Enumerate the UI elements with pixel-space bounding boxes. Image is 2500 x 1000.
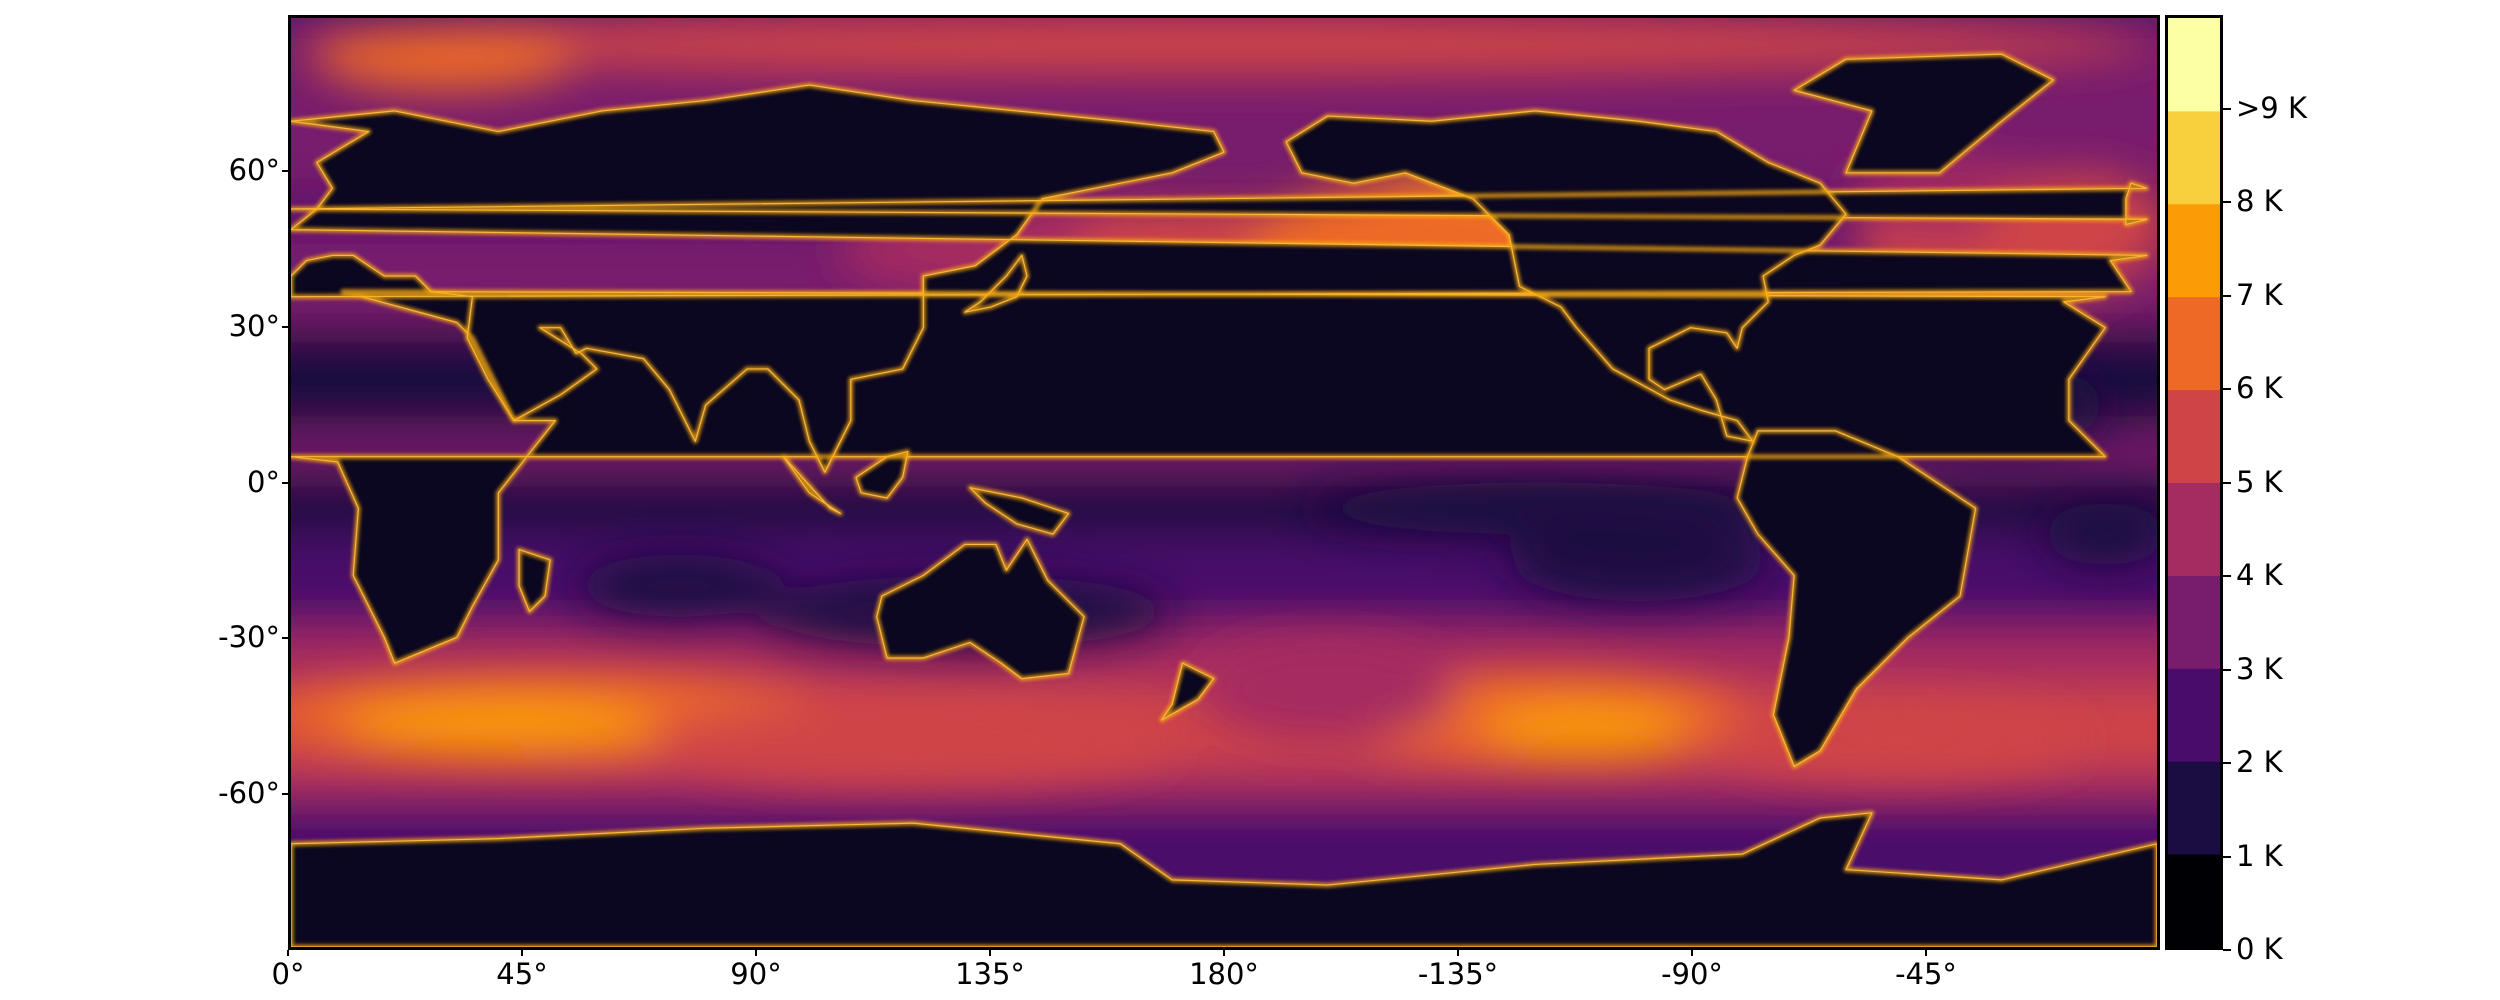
colorbar-tick-label: 4 K	[2236, 558, 2283, 592]
colorbar-tick-label: 1 K	[2236, 838, 2283, 873]
coast-borneo	[853, 449, 911, 501]
colorbar-segment	[2168, 110, 2220, 205]
coast-africa	[291, 289, 2108, 666]
lat-tick-mark	[282, 325, 288, 328]
lon-tick-label: -45°	[1895, 957, 1957, 991]
colorbar-tick-mark	[2223, 294, 2231, 297]
coast-australia	[874, 536, 1087, 682]
lat-tick-label: 0°	[247, 464, 280, 499]
colorbar-tick-label: >9 K	[2236, 90, 2307, 125]
lat-tick-mark	[282, 637, 288, 640]
lon-tick-mark	[287, 950, 289, 956]
coast-greenland	[1791, 51, 2056, 176]
lon-tick-mark	[521, 950, 523, 956]
colorbar-tick-mark	[2223, 481, 2231, 484]
lat-tick-label: -30°	[218, 620, 280, 655]
colorbar-tick-mark	[2223, 575, 2231, 577]
lat-tick-label: 30°	[228, 308, 280, 343]
lon-tick-mark	[1457, 950, 1459, 956]
lon-tick-mark	[1223, 950, 1225, 956]
colorbar-segment	[2168, 761, 2220, 855]
lat-tick-label: 60°	[228, 152, 280, 187]
coast-new-zealand	[1159, 660, 1217, 723]
colorbar-tick-mark	[2223, 388, 2231, 390]
coast-madagascar	[516, 547, 553, 615]
lon-tick-label: 0°	[271, 957, 305, 991]
coast-britain	[291, 180, 2150, 227]
colorbar-tick-mark	[2223, 668, 2231, 671]
colorbar-segment	[2168, 668, 2220, 762]
lon-tick-label: 45°	[496, 957, 548, 991]
lat-tick-mark	[282, 481, 288, 484]
coast-new-guinea	[967, 485, 1071, 537]
colorbar-segment	[2168, 18, 2220, 112]
colorbar-tick-label: 2 K	[2236, 745, 2283, 779]
world-map	[288, 15, 2160, 950]
coast-eurasia	[291, 82, 2150, 475]
lon-tick-mark	[755, 950, 757, 956]
colorbar-tick-mark	[2223, 762, 2231, 764]
coast-antarctica	[291, 810, 2157, 947]
colorbar-segment	[2168, 575, 2220, 669]
coastlines	[291, 51, 2157, 947]
lon-tick-label: 90°	[730, 957, 782, 991]
colorbar-tick-label: 5 K	[2236, 464, 2283, 499]
colorbar-segment	[2168, 482, 2220, 576]
colorbar-tick-mark	[2223, 949, 2231, 951]
lat-tick-mark	[282, 793, 288, 796]
coast-sumatra-borneo	[780, 454, 843, 516]
lon-tick-mark	[989, 950, 991, 956]
colorbar-segment	[2168, 203, 2220, 298]
coast-japan	[962, 252, 1030, 315]
lon-tick-label: 135°	[955, 957, 1025, 991]
coast-south-america	[1734, 428, 1979, 769]
colorbar-tick-label: 7 K	[2236, 277, 2283, 312]
colorbar-segment	[2168, 854, 2220, 947]
colorbar-tick-mark	[2223, 855, 2231, 858]
colorbar-tick-label: 8 K	[2236, 184, 2283, 218]
lon-tick-mark	[1691, 950, 1693, 956]
lat-tick-label: -60°	[218, 776, 280, 811]
colorbar-segment	[2168, 389, 2220, 483]
lat-tick-mark	[282, 169, 288, 172]
lon-tick-label: -90°	[1661, 957, 1723, 991]
coast-north-america	[1283, 108, 1849, 444]
lon-tick-label: 180°	[1189, 957, 1259, 991]
colorbar-tick-label: 3 K	[2236, 651, 2283, 686]
colorbar-tick-label: 0 K	[2236, 932, 2283, 966]
lon-tick-label: -135°	[1417, 957, 1499, 991]
colorbar-segment	[2168, 296, 2220, 391]
colorbar-tick-label: 6 K	[2236, 371, 2283, 405]
colorbar-tick-mark	[2223, 107, 2231, 110]
lon-tick-mark	[1925, 950, 1927, 956]
colorbar	[2165, 15, 2223, 950]
colorbar-tick-mark	[2223, 201, 2231, 203]
map-field	[291, 18, 2157, 947]
